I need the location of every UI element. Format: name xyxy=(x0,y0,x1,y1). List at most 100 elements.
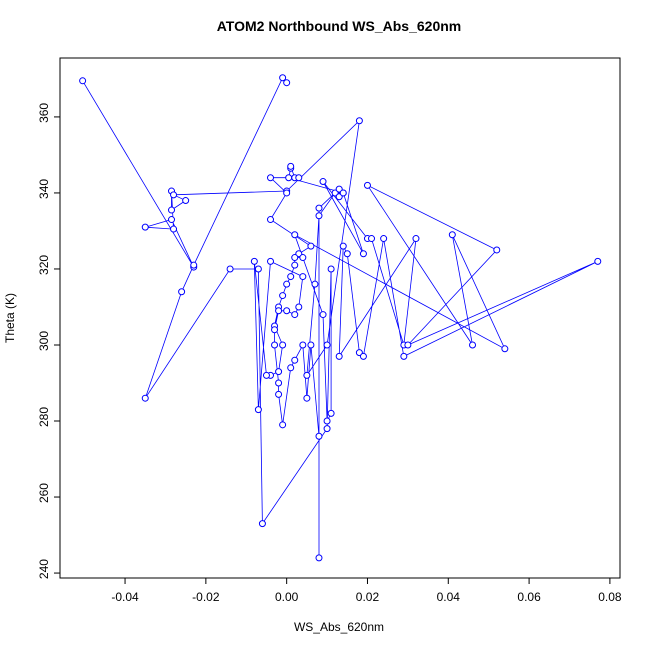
point xyxy=(303,394,311,402)
point xyxy=(275,307,283,315)
point xyxy=(295,174,303,182)
x-tick-label: 0.00 xyxy=(275,590,299,604)
point xyxy=(283,79,291,87)
point xyxy=(327,265,335,273)
point xyxy=(469,341,477,349)
plot-frame xyxy=(59,57,621,579)
point xyxy=(363,181,371,189)
point xyxy=(315,212,323,220)
x-tick-label: -0.04 xyxy=(111,590,139,604)
point xyxy=(275,390,283,398)
point xyxy=(335,352,343,360)
point xyxy=(279,292,287,300)
point xyxy=(170,225,178,233)
point xyxy=(493,246,501,254)
point xyxy=(291,356,299,364)
point xyxy=(291,261,299,269)
point xyxy=(279,341,287,349)
point xyxy=(323,417,331,425)
point xyxy=(275,379,283,387)
y-tick-label: 360 xyxy=(37,103,51,123)
point xyxy=(359,250,367,258)
x-tick-label: 0.04 xyxy=(437,590,461,604)
point xyxy=(267,216,275,224)
point xyxy=(307,341,315,349)
point xyxy=(168,216,176,224)
point xyxy=(501,345,509,353)
point xyxy=(279,74,287,82)
x-axis-label: WS_Abs_620nm xyxy=(294,620,384,634)
point xyxy=(339,189,347,197)
y-axis-label: Theta (K) xyxy=(3,293,17,343)
point xyxy=(315,432,323,440)
point xyxy=(254,265,262,273)
point xyxy=(291,254,299,262)
series-line xyxy=(82,77,598,558)
point xyxy=(141,394,149,402)
point xyxy=(291,311,299,319)
point xyxy=(307,242,315,250)
point xyxy=(271,341,279,349)
point xyxy=(283,189,291,197)
point xyxy=(355,117,363,125)
point xyxy=(404,341,412,349)
point xyxy=(315,554,323,562)
point xyxy=(327,409,335,417)
point xyxy=(287,364,295,372)
point xyxy=(267,257,275,265)
point xyxy=(254,406,262,414)
point xyxy=(178,288,186,296)
y-tick-label: 340 xyxy=(37,179,51,199)
point xyxy=(287,273,295,281)
point xyxy=(323,341,331,349)
y-tick-label: 300 xyxy=(37,331,51,351)
point xyxy=(250,257,258,265)
point xyxy=(279,421,287,429)
point xyxy=(168,206,176,214)
x-tick-label: 0.02 xyxy=(356,590,380,604)
point xyxy=(271,326,279,334)
point xyxy=(319,311,327,319)
point xyxy=(323,425,331,433)
point xyxy=(291,231,299,239)
point xyxy=(299,254,307,262)
point xyxy=(368,235,376,243)
point xyxy=(303,371,311,379)
x-tick-label: -0.02 xyxy=(192,590,220,604)
point xyxy=(319,178,327,186)
point xyxy=(283,307,291,315)
point xyxy=(275,368,283,376)
point xyxy=(299,273,307,281)
y-tick-label: 320 xyxy=(37,255,51,275)
point xyxy=(295,303,303,311)
point xyxy=(170,191,178,199)
point xyxy=(141,223,149,231)
point xyxy=(182,197,190,205)
point xyxy=(448,231,456,239)
point xyxy=(315,204,323,212)
point xyxy=(412,235,420,243)
point xyxy=(594,257,602,265)
point xyxy=(262,371,270,379)
y-tick-label: 260 xyxy=(37,483,51,503)
x-tick-label: 0.08 xyxy=(598,590,622,604)
point xyxy=(343,250,351,258)
y-tick-label: 280 xyxy=(37,407,51,427)
point xyxy=(380,235,388,243)
point xyxy=(311,280,319,288)
point xyxy=(226,265,234,273)
point xyxy=(287,162,295,170)
point xyxy=(190,261,198,269)
point xyxy=(267,174,275,182)
point xyxy=(285,174,293,182)
point xyxy=(339,242,347,250)
point xyxy=(283,280,291,288)
point xyxy=(299,341,307,349)
x-tick-label: 0.06 xyxy=(517,590,541,604)
point xyxy=(359,352,367,360)
point xyxy=(400,352,408,360)
point xyxy=(79,77,87,85)
point xyxy=(258,520,266,528)
chart-title: ATOM2 Northbound WS_Abs_620nm xyxy=(217,18,462,34)
